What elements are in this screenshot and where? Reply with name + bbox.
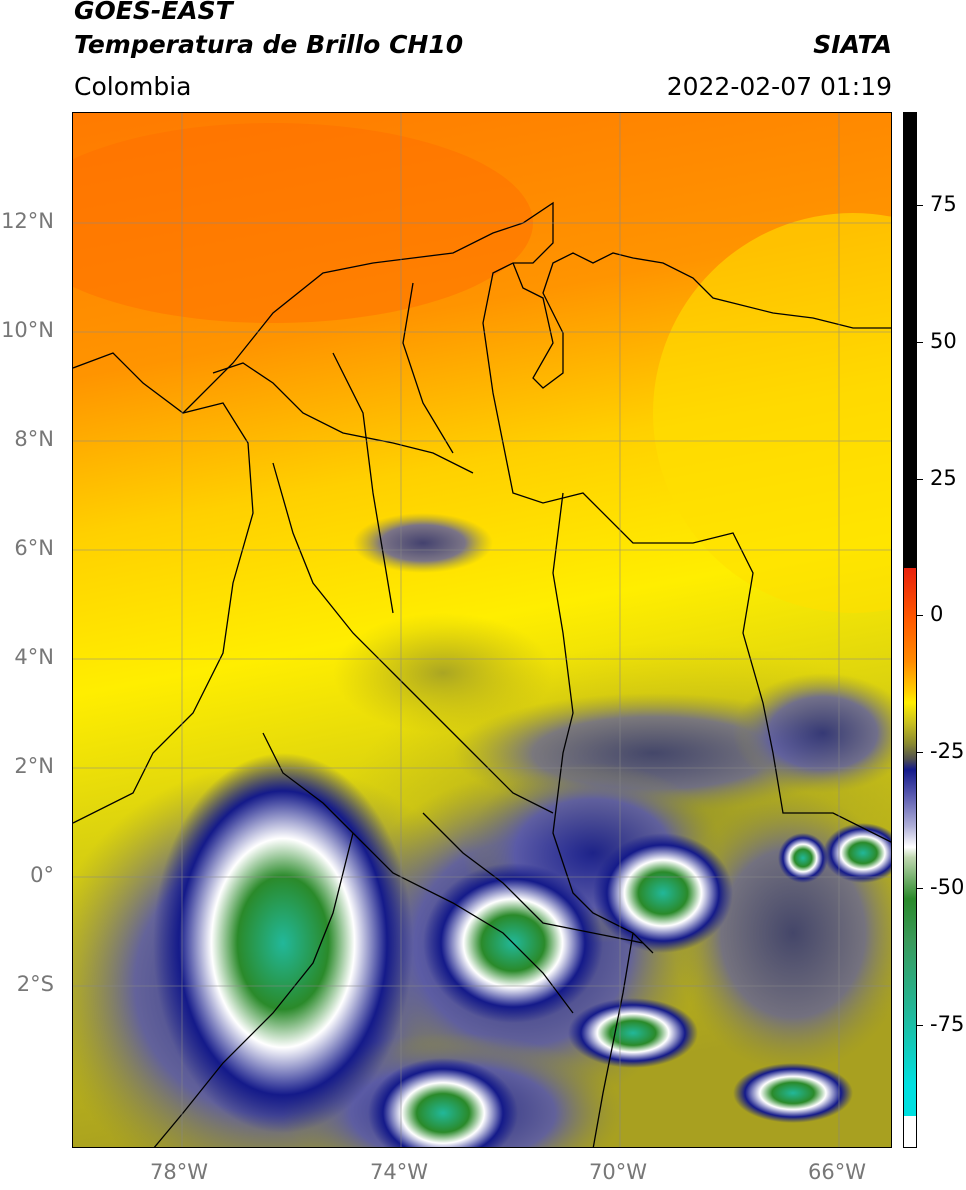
product-title: Temperatura de Brillo CH10 — [74, 30, 464, 59]
lon-tick-74w: 74°W — [370, 1160, 428, 1184]
lat-tick-2n: 2°N — [14, 754, 54, 778]
lat-tick-4n: 4°N — [14, 645, 54, 669]
lon-tick-70w: 70°W — [589, 1160, 647, 1184]
lon-tick-78w: 78°W — [150, 1160, 208, 1184]
lat-tick-10n: 10°N — [1, 318, 54, 342]
colorbar-tick-50 — [917, 342, 923, 343]
colorbar-tick-minus50 — [917, 888, 923, 889]
colorbar — [903, 112, 917, 1148]
colorbar-label-25: 25 — [930, 466, 957, 490]
colorbar-tick-0 — [917, 615, 923, 616]
colorbar-label-minus25: -25 — [930, 739, 965, 763]
region-label: Colombia — [74, 72, 192, 101]
colorbar-tick-75 — [917, 205, 923, 206]
lat-tick-12n: 12°N — [1, 209, 54, 233]
colorbar-tick-25 — [917, 479, 923, 480]
colorbar-label-75: 75 — [930, 192, 957, 216]
map-canvas — [73, 113, 891, 1147]
colorbar-label-50: 50 — [930, 329, 957, 353]
colorbar-label-minus75: -75 — [930, 1012, 965, 1036]
agency-label: SIATA — [813, 30, 892, 59]
colorbar-tick-minus75 — [917, 1025, 923, 1026]
satellite-title: GOES-EAST — [74, 0, 233, 25]
lat-tick-2s: 2°S — [16, 972, 54, 996]
graticule — [73, 113, 891, 1147]
colorbar-tick-minus25 — [917, 752, 923, 753]
lat-tick-0: 0° — [30, 863, 54, 887]
lat-tick-6n: 6°N — [14, 536, 54, 560]
datetime-label: 2022-02-07 01:19 — [666, 72, 892, 101]
lat-tick-8n: 8°N — [14, 427, 54, 451]
colorbar-label-minus50: -50 — [930, 875, 965, 899]
lon-tick-66w: 66°W — [808, 1160, 866, 1184]
brightness-temperature-map[interactable] — [72, 112, 892, 1148]
colorbar-label-0: 0 — [930, 602, 944, 626]
